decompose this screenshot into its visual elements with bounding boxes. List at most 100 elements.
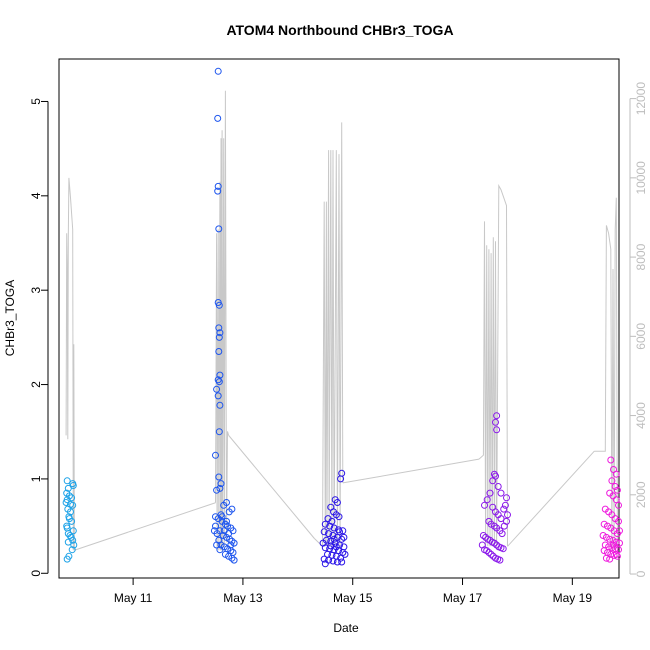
left-tick-label: 2 [29,381,43,388]
data-point [215,333,223,341]
left-tick-label: 4 [29,192,43,199]
data-point [487,550,495,558]
right-tick-label: 6000 [634,323,648,350]
point-group-5 [599,456,623,563]
data-point [490,522,498,530]
point-group-2 [210,67,238,564]
data-point [612,550,620,558]
data-point [329,557,337,565]
data-point [214,114,222,122]
data-point [503,494,510,502]
right-tick-label: 10000 [634,161,648,195]
data-point [616,539,623,547]
point-group-4 [478,412,511,564]
data-point [213,486,221,494]
altitude-line-2 [215,90,230,551]
data-point [215,378,223,386]
data-point [215,301,223,309]
data-point [497,489,505,497]
right-tick-label: 12000 [634,82,648,116]
data-point [335,513,343,521]
right-tick-label: 0 [634,570,648,577]
data-point [336,528,343,536]
data-point [485,549,493,556]
data-point [215,348,223,355]
data-point [611,483,619,490]
data-point [498,530,506,538]
data-point [70,541,78,549]
data-point [216,401,224,409]
data-point [341,550,349,558]
data-point [499,545,507,553]
data-point [228,554,236,562]
x-axis-label: Date [333,621,359,635]
data-point [214,182,222,190]
data-point [214,392,222,400]
data-point [230,556,238,564]
data-point [227,541,235,549]
data-point [330,524,338,532]
left-tick-label: 3 [29,287,43,294]
data-point [500,505,508,513]
data-point [606,555,614,563]
data-point [216,546,224,554]
data-point [607,456,615,464]
altitude-layer [65,90,618,551]
data-point [320,555,328,563]
bottom-tick-label: May 15 [333,591,373,605]
data-point [321,560,329,568]
altitude-connector-4 [507,450,595,547]
data-point [213,541,221,549]
data-point [228,537,236,545]
data-point [492,418,499,426]
data-point [489,477,497,485]
data-point [615,517,622,525]
data-point [210,527,218,535]
points-layer [62,67,623,568]
data-point [483,547,491,555]
bottom-tick-label: May 19 [553,591,593,605]
data-point [64,538,72,546]
altitude-connector-1 [74,502,216,551]
data-point [62,499,70,506]
data-point [486,489,494,497]
data-point [215,473,223,481]
data-point [65,515,73,523]
data-point [479,532,487,539]
data-point [493,412,501,420]
data-point [215,428,223,436]
data-point [609,541,617,549]
right-axis: 0 2000 4000 6000 8000 10000 12000 [629,82,648,577]
data-point [494,483,502,490]
data-point [478,541,486,549]
data-point [68,494,76,502]
data-point [223,517,230,525]
data-point [609,536,617,544]
data-point [215,225,223,233]
right-tick-label: 8000 [634,243,648,270]
left-tick-label: 1 [29,475,43,482]
data-point [212,522,219,530]
data-point [481,501,488,509]
bottom-tick-label: May 11 [114,591,153,605]
data-point [65,492,73,500]
data-point [326,522,334,530]
y-axis-label: CHBr3_TOGA [3,280,17,356]
data-point [218,513,226,521]
data-point [497,515,505,523]
data-point [608,477,616,485]
bottom-axis: May 11 May 13 May 15 May 17 May 19 [114,577,593,605]
point-group-3 [319,469,349,568]
data-point [319,539,327,547]
data-point [337,475,345,483]
data-point [212,451,219,459]
data-point [483,496,491,504]
right-tick-label: 2000 [634,481,648,508]
bottom-tick-label: May 17 [443,591,483,605]
data-point [213,385,221,393]
data-point [321,520,329,528]
data-point [606,535,614,543]
left-tick-label: 5 [29,98,43,105]
